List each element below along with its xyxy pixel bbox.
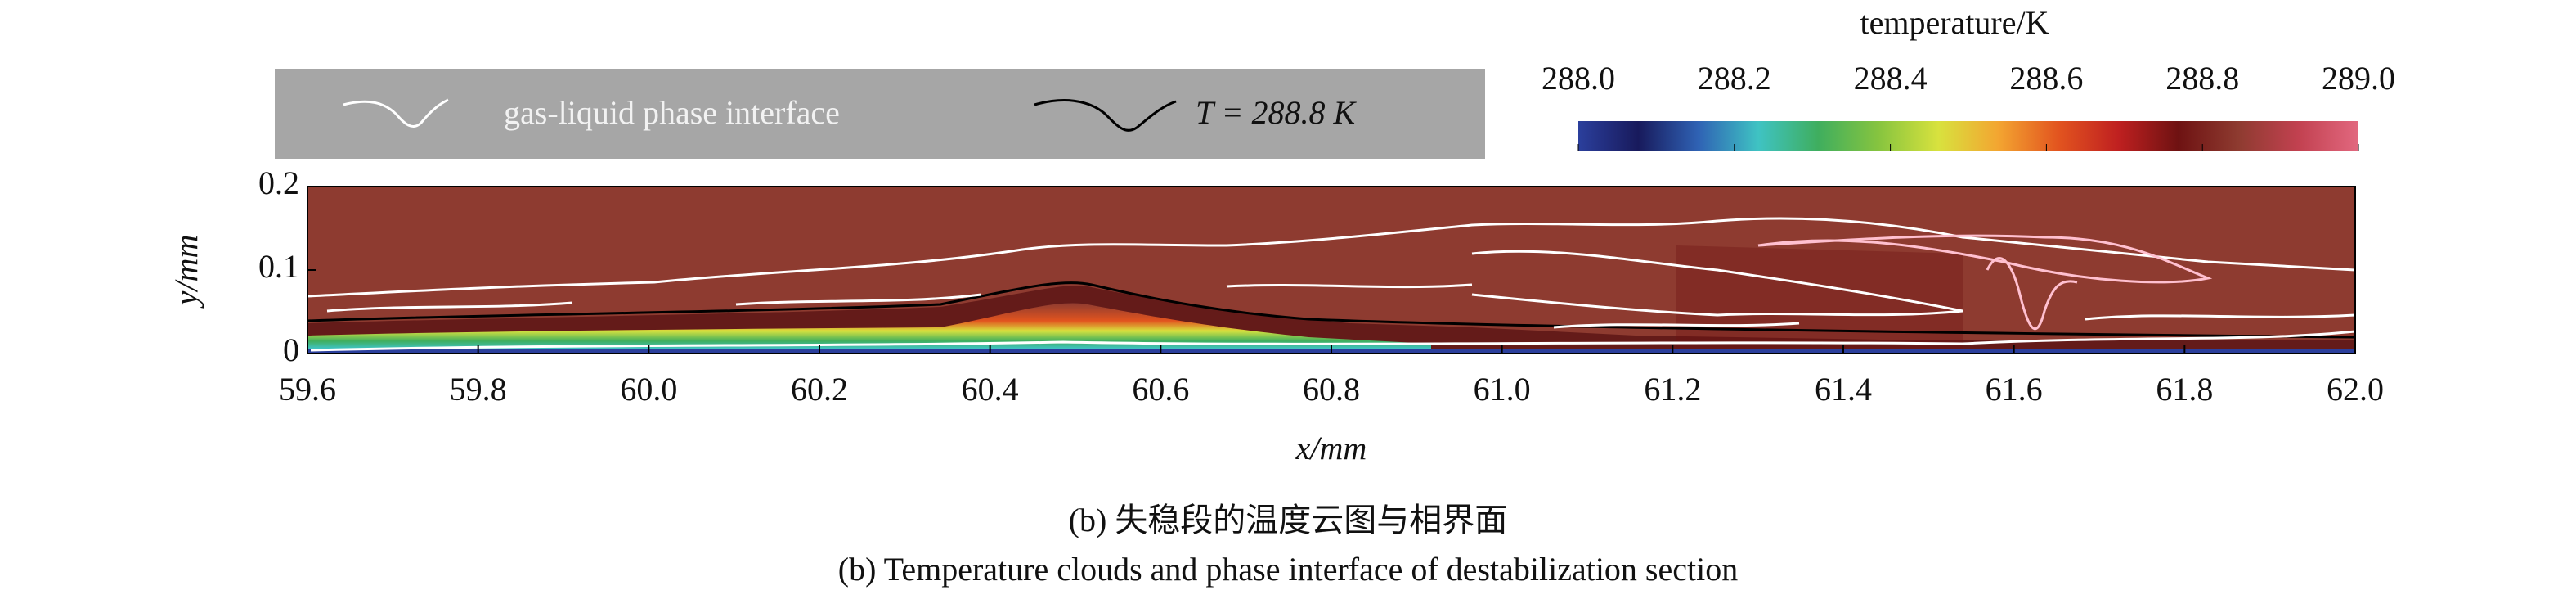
legend-box [275,69,1485,159]
x-tick-label: 60.4 [962,371,1019,408]
legend-label: gas-liquid phase interface [504,94,840,131]
y-tick-label: 0.1 [258,248,299,285]
colorbar-tick-label: 288.2 [1698,60,1771,97]
colorbar-label: temperature/K [1860,4,2049,41]
y-tick-label: 0.2 [258,164,299,201]
x-tick-label: 60.6 [1132,371,1189,408]
colorbar [1578,121,2358,151]
caption: (b) Temperature clouds and phase interfa… [838,551,1738,588]
colorbar-tick-label: 288.4 [1854,60,1928,97]
temperature-field [307,187,2355,354]
legend-swatch [1034,99,1177,132]
legend-label: T = 288.8 K [1196,94,1358,131]
x-tick-label: 59.8 [450,371,507,408]
x-tick-label: 61.2 [1644,371,1701,408]
x-tick-label: 60.2 [791,371,848,408]
x-tick-label: 61.0 [1474,371,1531,408]
caption: (b) 失稳段的温度云图与相界面 [1069,502,1508,538]
x-tick-label: 62.0 [2327,371,2384,408]
x-tick-label: 61.6 [1986,371,2043,408]
legend-swatch [343,98,449,128]
y-axis-label: y/mm [168,235,204,309]
colorbar-tick-label: 288.0 [1542,60,1615,97]
x-tick-label: 61.4 [1815,371,1872,408]
colorbar-tick-label: 288.6 [2009,60,2083,97]
y-tick-label: 0 [283,331,299,368]
x-tick-label: 61.8 [2156,371,2213,408]
colorbar-tick-label: 289.0 [2322,60,2395,97]
colorbar-tick-label: 288.8 [2165,60,2239,97]
x-tick-label: 60.8 [1303,371,1360,408]
x-axis-label: x/mm [1295,430,1367,466]
x-tick-label: 59.6 [279,371,336,408]
x-tick-label: 60.0 [620,371,677,408]
